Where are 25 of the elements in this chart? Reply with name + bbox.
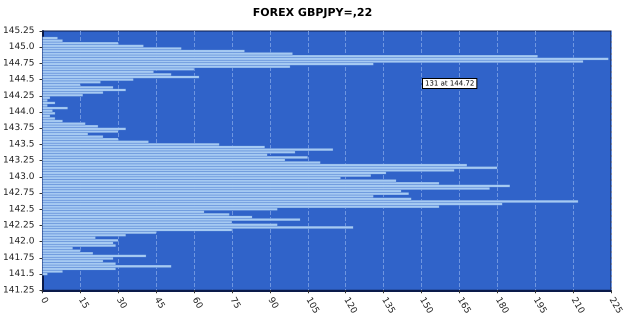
y-tick-label: 141.5 — [8, 269, 34, 280]
y-tick-label: 143.5 — [8, 139, 34, 150]
chart-title: FOREX GBPJPY=,22 — [252, 6, 372, 19]
y-tick-label: 144.0 — [8, 107, 35, 118]
y-tick-label: 143.0 — [8, 172, 35, 182]
y-tick-label: 144.75 — [2, 58, 34, 68]
x-tick-label: 15 — [76, 296, 90, 311]
y-tick-label: 144.25 — [2, 90, 34, 101]
y-tick-label: 142.75 — [2, 188, 34, 198]
y-tick-label: 143.25 — [2, 156, 34, 166]
y-tick-label: 141.75 — [2, 252, 34, 263]
y-tick-label: 145.25 — [2, 26, 34, 36]
x-tick-label: 0 — [38, 296, 50, 306]
y-tick-label: 142.25 — [2, 220, 34, 230]
y-tick-label: 143.75 — [2, 123, 34, 134]
x-tick-label: 60 — [190, 296, 204, 311]
x-tick-label: 45 — [152, 296, 166, 311]
y-tick-label: 145.0 — [8, 42, 35, 52]
x-tick-label: 30 — [114, 296, 128, 311]
x-tick-label: 90 — [266, 296, 280, 311]
y-tick-label: 142.0 — [8, 236, 35, 247]
y-tick-label: 144.5 — [8, 74, 34, 85]
y-tick-label: 142.5 — [8, 204, 34, 214]
y-tick-label: 141.25 — [2, 285, 34, 296]
x-tick-label: 75 — [228, 296, 242, 311]
